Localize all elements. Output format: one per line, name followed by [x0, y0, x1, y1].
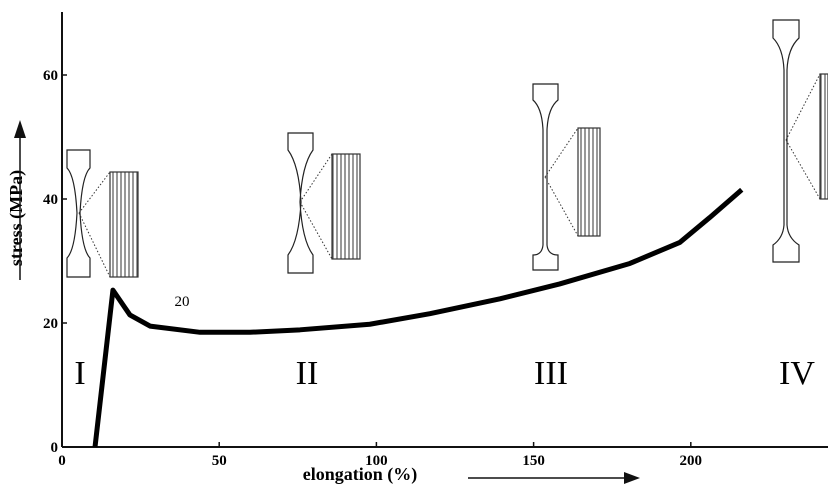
annotation: II — [296, 355, 319, 392]
y-tick-label: 40 — [43, 192, 58, 208]
annotation: I — [74, 355, 85, 392]
x-tick-label: 0 — [58, 453, 66, 469]
stress-curve — [92, 187, 744, 448]
annotation: 20 — [175, 294, 190, 310]
x-tick-label: 200 — [680, 453, 703, 469]
axes — [61, 12, 828, 448]
x-arrow — [468, 472, 640, 484]
y-tick-label: 20 — [43, 316, 58, 332]
specimen-sketches — [66, 19, 828, 278]
y-tick-label: 60 — [43, 68, 58, 84]
annotation: III — [534, 355, 568, 392]
y-tick-label: 0 — [51, 440, 59, 456]
y-arrow — [14, 120, 26, 280]
y-axis-label: stress (MPa) — [6, 170, 27, 266]
x-axis-label: elongation (%) — [303, 464, 418, 485]
annotation: IV — [779, 355, 815, 392]
x-tick-label: 100 — [365, 453, 388, 469]
x-tick-label: 50 — [212, 453, 227, 469]
x-tick-label: 150 — [522, 453, 545, 469]
